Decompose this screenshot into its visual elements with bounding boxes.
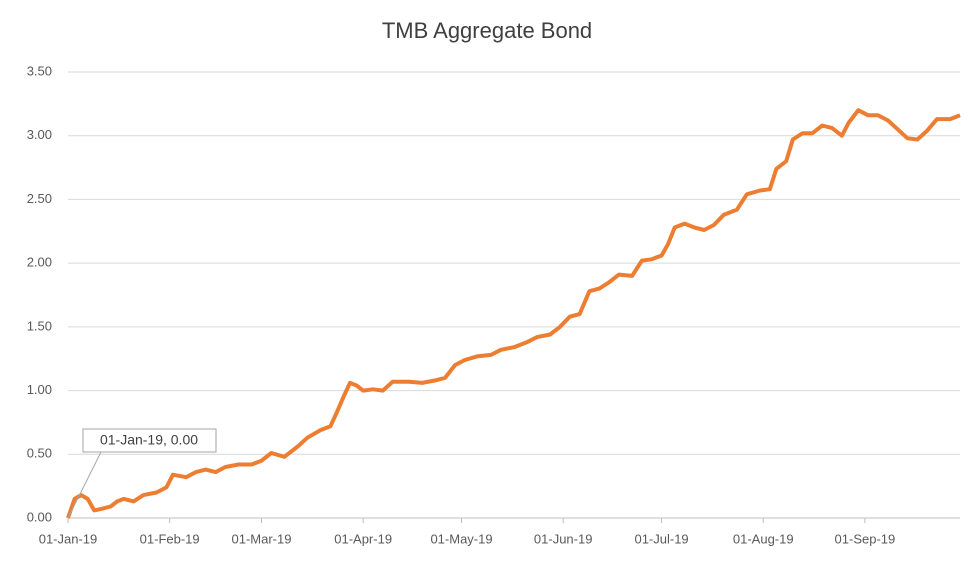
- x-tick-label: 01-Apr-19: [334, 531, 392, 546]
- y-tick-label: 0.00: [27, 509, 52, 524]
- y-tick-label: 1.00: [27, 382, 52, 397]
- y-tick-label: 3.50: [27, 63, 52, 78]
- line-series: [66, 108, 961, 519]
- x-tick-label: 01-Jun-19: [534, 531, 593, 546]
- x-tick-label: 01-Sep-19: [835, 531, 896, 546]
- x-tick-label: 01-Feb-19: [140, 531, 200, 546]
- annotation-box: [82, 428, 217, 453]
- x-tick-label: 01-Mar-19: [232, 531, 292, 546]
- y-tick-label: 0.50: [27, 446, 52, 461]
- annotation-text: 01-Jan-19, 0.00: [100, 432, 198, 448]
- y-tick-label: 3.00: [27, 127, 52, 142]
- x-tick-label: 01-Jan-19: [39, 531, 98, 546]
- chart-title: TMB Aggregate Bond: [382, 18, 592, 43]
- y-tick-label: 2.50: [27, 191, 52, 206]
- y-tick-label: 1.50: [27, 318, 52, 333]
- x-tick-label: 01-May-19: [430, 531, 492, 546]
- annotation-leader: [67, 451, 102, 519]
- y-tick-label: 2.00: [27, 255, 52, 270]
- x-tick-label: 01-Jul-19: [634, 531, 688, 546]
- x-tick-label: 01-Aug-19: [733, 531, 794, 546]
